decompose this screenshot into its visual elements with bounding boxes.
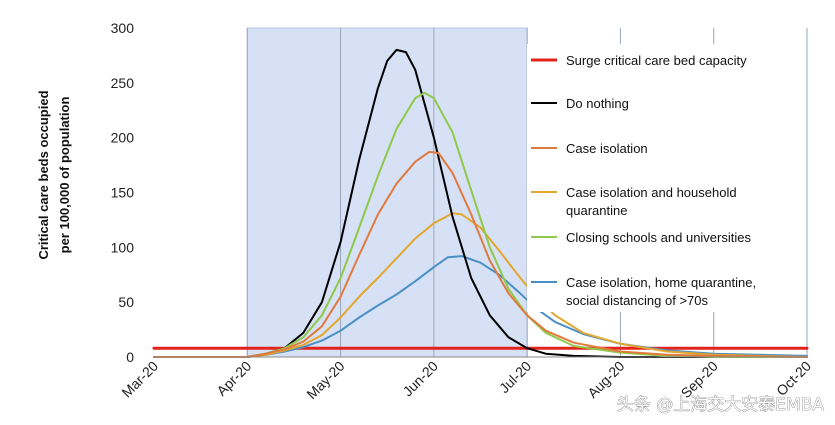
x-tick-label: Jun-20: [399, 358, 441, 400]
series-line-3: [153, 212, 808, 358]
x-tick-label: Jul-20: [496, 358, 534, 396]
legend-background: [527, 44, 806, 312]
legend: Surge critical care bed capacity Do nothi…: [531, 53, 756, 308]
legend-label: social distancing of >70s: [566, 293, 709, 308]
y-tick-label: 100: [111, 239, 135, 255]
y-axis-label-line-1: Critical care beds occupied: [36, 90, 51, 259]
series-line-2: [153, 150, 808, 358]
watermark: 头条 @上海交大安泰EMBA: [617, 395, 824, 415]
x-tick-label: Mar-20: [118, 358, 161, 401]
legend-label: Case isolation, home quarantine,: [566, 275, 756, 290]
y-axis-label-line-2: per 100,000 of population: [57, 97, 72, 254]
x-tick-label: May-20: [303, 358, 347, 402]
x-tick-label: Apr-20: [213, 358, 254, 399]
shaded-interval: [246, 27, 528, 358]
series-line-4: [153, 91, 808, 358]
y-tick-label: 0: [126, 349, 134, 365]
y-tick-label: 50: [118, 294, 134, 310]
y-tick-labels: 0 50 100 150 200 250 300: [111, 20, 135, 365]
legend-label: quarantine: [566, 203, 627, 218]
y-tick-label: 150: [111, 185, 135, 201]
x-tick-label: Oct-20: [773, 358, 814, 399]
y-tick-label: 250: [111, 75, 135, 91]
legend-label: Case isolation and household: [566, 185, 737, 200]
y-tick-label: 300: [111, 20, 135, 36]
legend-label: Do nothing: [566, 96, 629, 111]
series-line-1: [153, 48, 808, 358]
series-lines: [152, 48, 809, 358]
legend-label: Surge critical care bed capacity: [566, 53, 747, 68]
legend-label: Closing schools and universities: [566, 230, 751, 245]
legend-label: Case isolation: [566, 141, 648, 156]
y-tick-label: 200: [111, 130, 135, 146]
